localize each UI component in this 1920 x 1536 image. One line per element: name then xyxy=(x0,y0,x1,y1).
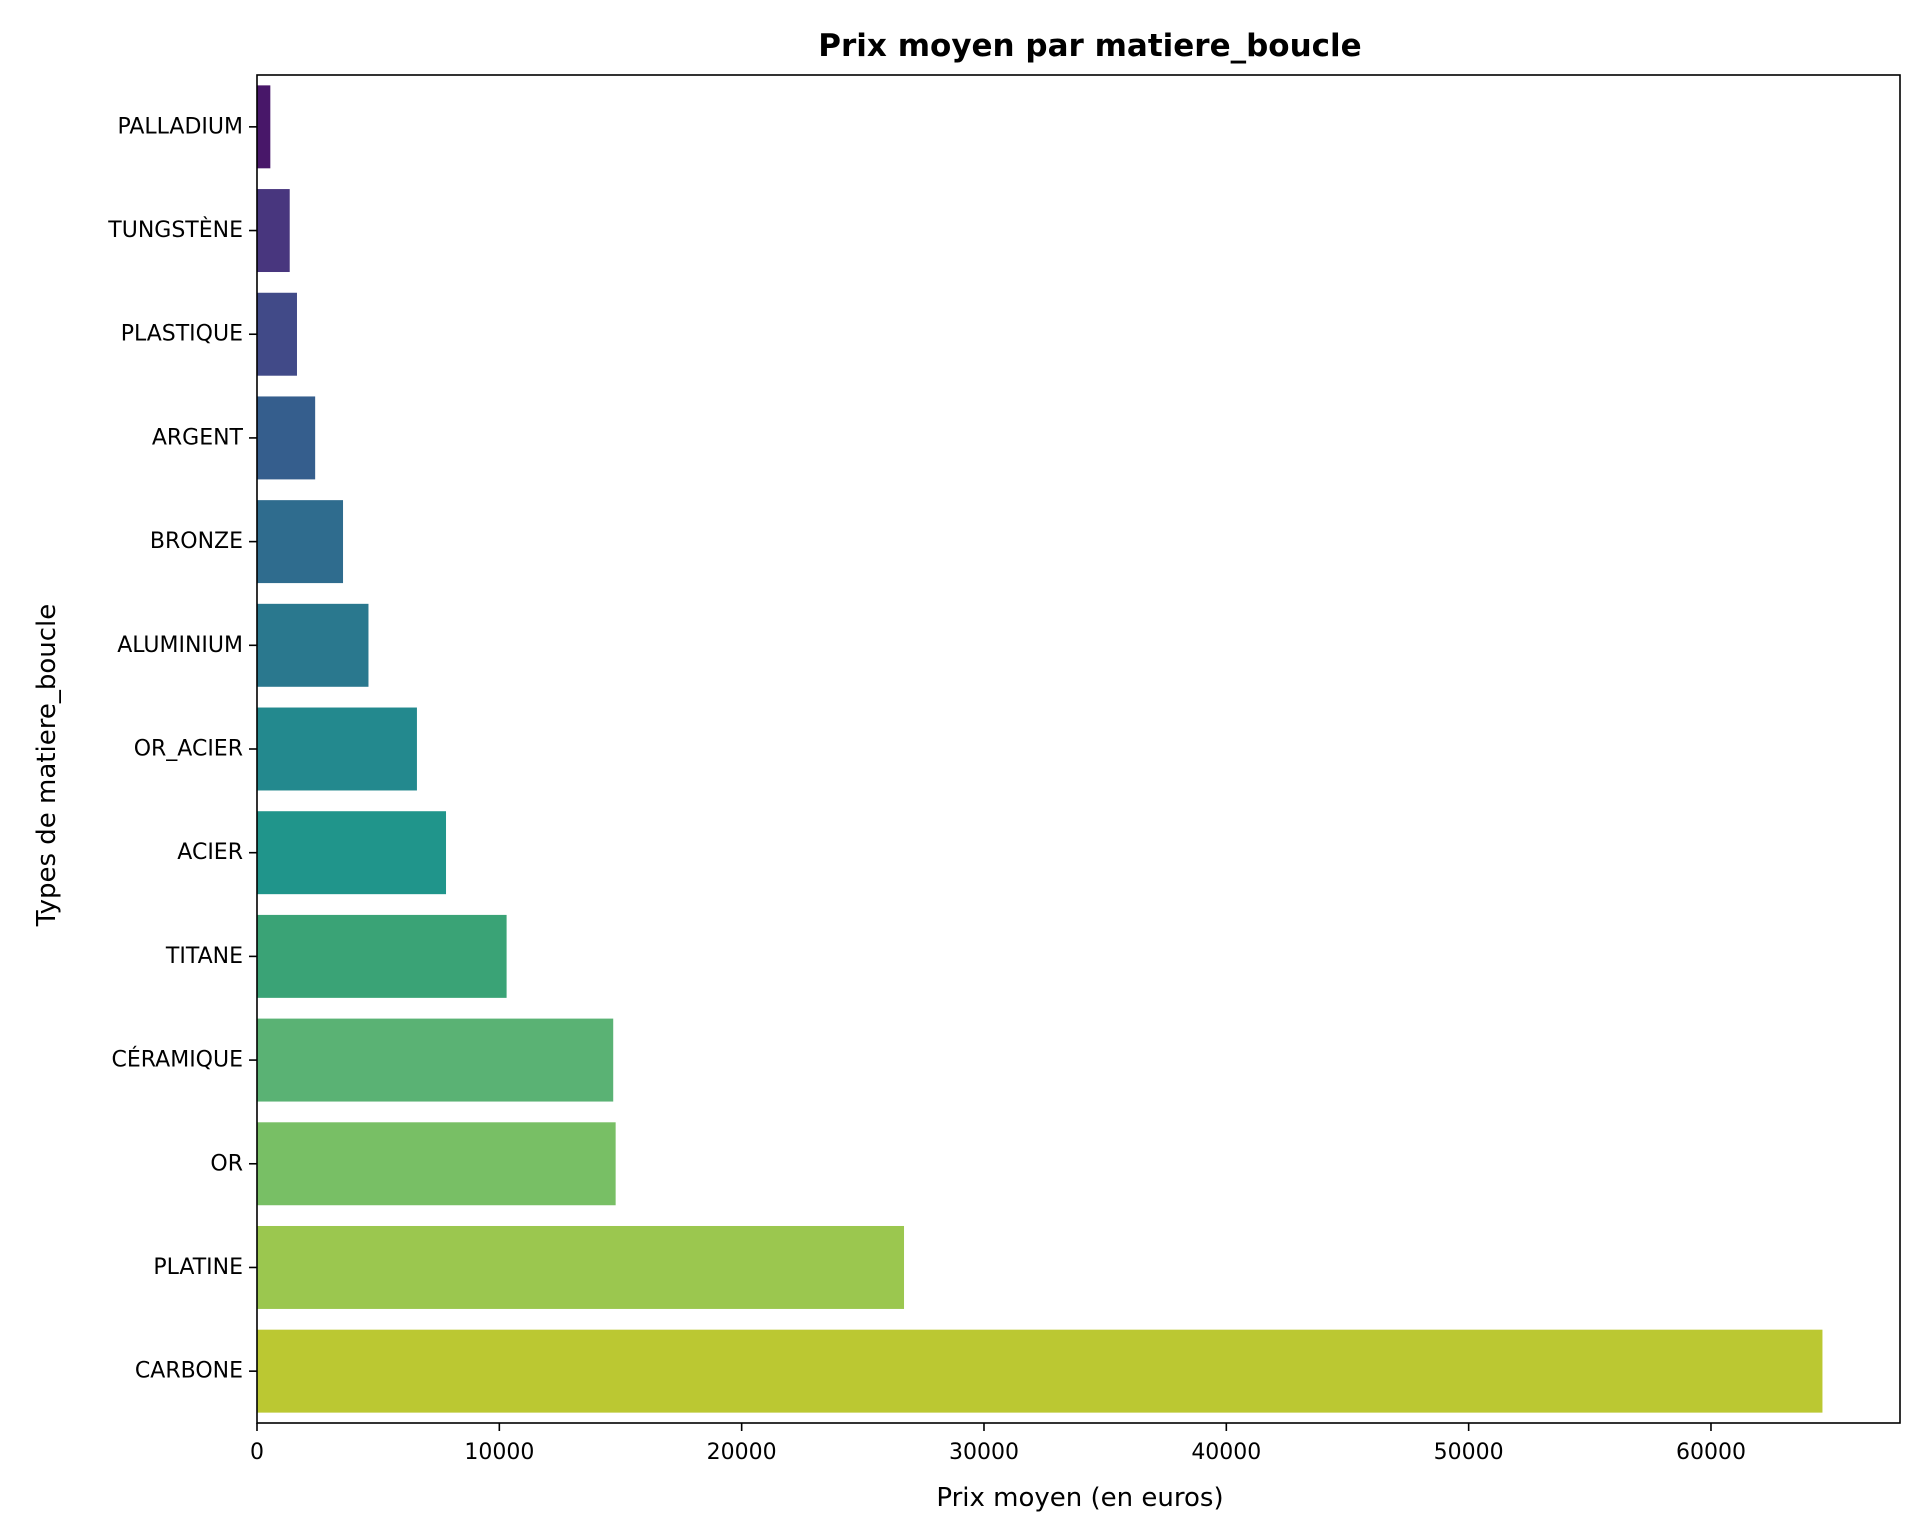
bar-palladium xyxy=(257,85,271,169)
bar-aluminium xyxy=(257,603,369,687)
y-tick-label-palladium: PALLADIUM xyxy=(118,114,244,139)
x-tick-label: 10000 xyxy=(464,1440,534,1465)
y-tick-label-tungstene: TUNGSTÈNE xyxy=(107,217,243,243)
bar-acier xyxy=(257,811,447,895)
bars-layer xyxy=(257,85,1823,1413)
x-tick-label: 60000 xyxy=(1676,1440,1746,1465)
x-tick-label: 40000 xyxy=(1191,1440,1261,1465)
chart-title: Prix moyen par matiere_boucle xyxy=(818,28,1361,64)
y-tick-label-carbone: CARBONE xyxy=(135,1359,243,1384)
y-tick-label-ceramique: CÉRAMIQUE xyxy=(112,1047,244,1073)
y-tick-label-titane: TITANE xyxy=(165,944,243,969)
y-axis-ticks: PALLADIUM TUNGSTÈNE PLASTIQUE ARGENT BRONZE A… xyxy=(107,114,257,1384)
y-tick-label-bronze: BRONZE xyxy=(150,529,243,554)
bar-plastique xyxy=(257,292,297,376)
x-axis-label: Prix moyen (en euros) xyxy=(936,1483,1223,1513)
x-tick-label: 30000 xyxy=(949,1440,1019,1465)
bar-carbone xyxy=(257,1329,1823,1413)
x-tick-label: 50000 xyxy=(1434,1440,1504,1465)
bar-bronze xyxy=(257,500,344,584)
y-tick-label-or-acier: OR_ACIER xyxy=(134,737,243,762)
bar-or-acier xyxy=(257,707,417,791)
bar-ceramique xyxy=(257,1018,614,1102)
y-tick-label-aluminium: ALUMINIUM xyxy=(117,633,243,658)
x-tick-label: 0 xyxy=(250,1440,264,1465)
y-tick-label-or: OR xyxy=(210,1151,243,1176)
bar-tungstene xyxy=(257,189,290,273)
x-axis-ticks: 0 10000 20000 30000 40000 50000 60000 xyxy=(250,1423,1746,1465)
bar-titane xyxy=(257,914,507,998)
bar-argent xyxy=(257,396,316,480)
bar-platine xyxy=(257,1225,905,1309)
plot-frame xyxy=(256,74,1901,1424)
y-tick-label-plastique: PLASTIQUE xyxy=(121,322,243,347)
x-tick-label: 20000 xyxy=(707,1440,777,1465)
y-tick-label-argent: ARGENT xyxy=(152,425,244,450)
bar-or xyxy=(257,1122,616,1206)
y-tick-label-platine: PLATINE xyxy=(153,1255,243,1280)
y-tick-label-acier: ACIER xyxy=(177,840,243,865)
y-axis-label: Types de matiere_boucle xyxy=(32,604,62,928)
